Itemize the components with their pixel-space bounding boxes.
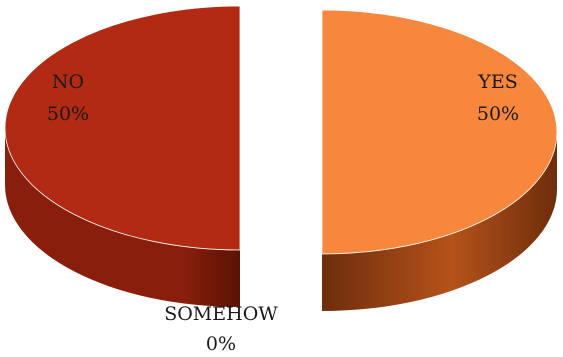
slice-yes-side (322, 132, 557, 311)
slice-yes (321, 9, 558, 311)
label-yes-category: YES (477, 71, 517, 93)
label-yes-value: 50% (477, 103, 519, 125)
slice-no-top (4, 5, 241, 251)
label-yes: YES 50% (477, 71, 519, 125)
slice-no (4, 5, 241, 307)
label-no-value: 50% (47, 103, 89, 125)
label-somehow: SOMEHOW 0% (164, 303, 278, 355)
label-somehow-category: SOMEHOW (164, 303, 278, 325)
label-no: NO 50% (47, 71, 89, 125)
slice-yes-top (321, 9, 558, 255)
slice-no-side (5, 128, 240, 307)
label-no-category: NO (52, 71, 84, 93)
label-somehow-value: 0% (206, 333, 236, 355)
